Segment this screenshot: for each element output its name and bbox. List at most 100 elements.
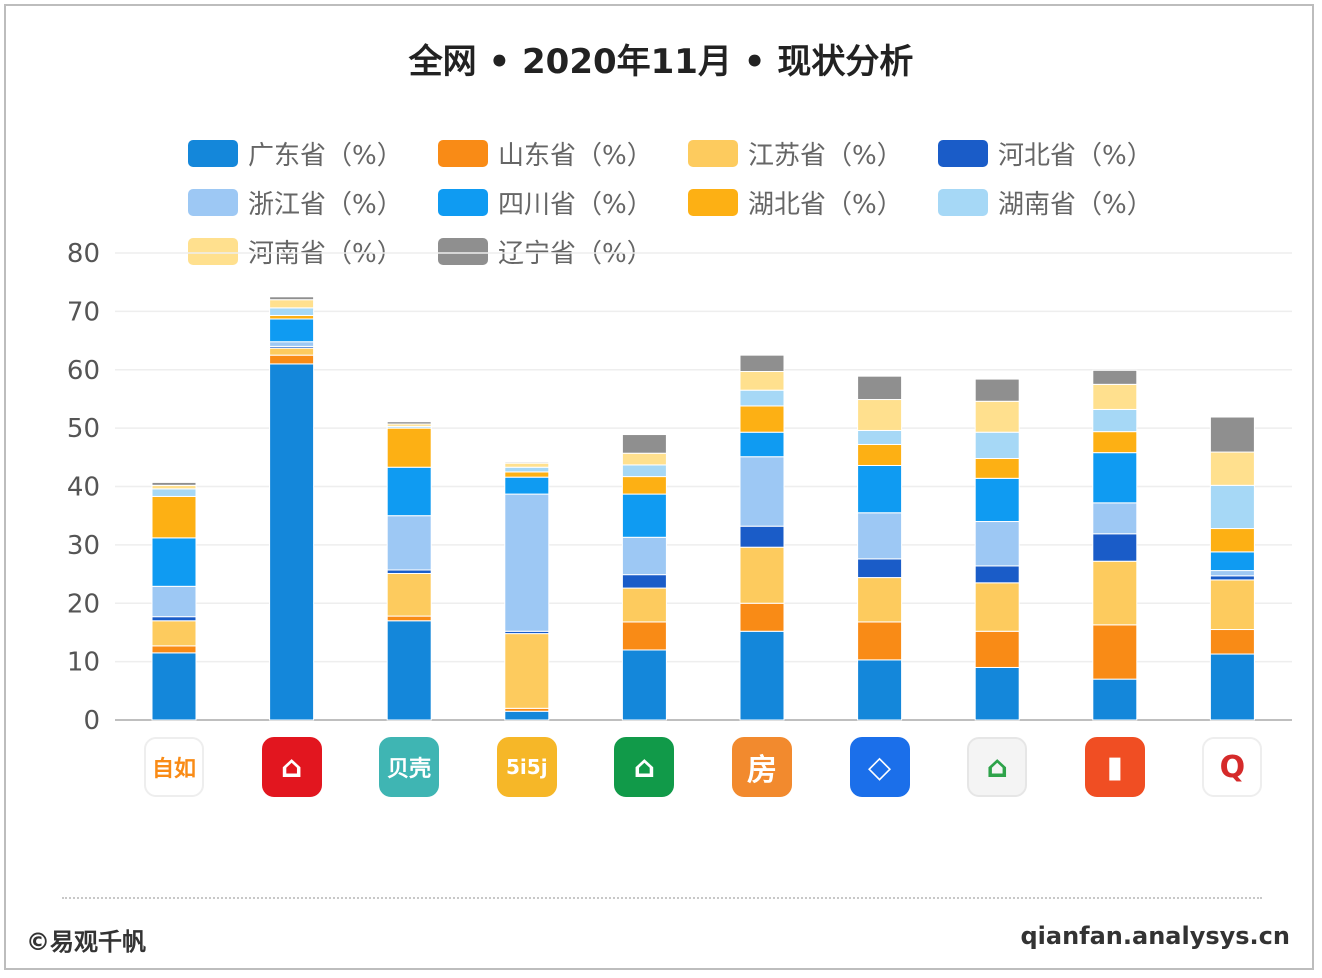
bar-segment: [857, 464, 903, 514]
bar-segment: [621, 587, 667, 623]
bar-segment: [151, 616, 197, 622]
bar-segment: [504, 462, 550, 468]
legend-label: 湖南省（%）: [998, 189, 1153, 220]
bar-segment: [151, 488, 197, 497]
ziroom-icon: 自如: [144, 737, 204, 797]
bar-segment: [151, 620, 197, 647]
legend-swatch: [188, 139, 238, 167]
y-tick-label: 10: [67, 648, 100, 678]
bar-segment: [1209, 416, 1255, 453]
bar-segment: [974, 521, 1020, 567]
bar-segment: [386, 466, 432, 517]
bar-segment: [1092, 678, 1138, 721]
bar-segment: [621, 536, 667, 576]
bar-segment: [151, 484, 197, 490]
bar-segment: [269, 318, 315, 343]
bar-segment: [504, 461, 550, 464]
bar-segment: [857, 659, 903, 721]
beike-icon: 贝壳: [379, 737, 440, 797]
zhuge-icon: Q: [1202, 737, 1263, 797]
bar-segment: [1209, 551, 1255, 572]
bar-segment: [151, 585, 197, 618]
bar-segment: [857, 621, 903, 661]
legend-label: 浙江省（%）: [248, 189, 403, 220]
bar-segment: [1209, 484, 1255, 530]
bar-segment: [1092, 624, 1138, 680]
bar-segment: [621, 574, 667, 589]
bar-segment: [857, 443, 903, 466]
bar-segment: [1209, 575, 1255, 581]
bar-segment: [1209, 570, 1255, 577]
bar-segment: [739, 456, 785, 527]
bar-segment: [739, 630, 785, 721]
bar-segment: [386, 620, 432, 721]
bar-segment: [504, 471, 550, 478]
qfang-icon: ⌂: [614, 737, 675, 797]
bar-segment: [974, 457, 1020, 479]
bar-segment: [974, 431, 1020, 459]
bar-segment: [974, 565, 1020, 584]
bar-segment: [739, 525, 785, 548]
legend-item: 湖南省（%）: [938, 185, 1153, 220]
bar-segment: [1092, 560, 1138, 626]
legend-item: 四川省（%）: [438, 185, 653, 220]
bar-segment: [974, 477, 1020, 523]
legend-item: 河北省（%）: [938, 136, 1153, 171]
bar-segment: [974, 582, 1020, 632]
legend-swatch: [938, 139, 988, 167]
bar-segment: [621, 621, 667, 651]
bar-segment: [1092, 502, 1138, 535]
bar-segment: [621, 476, 667, 495]
58-icon: ▮: [1084, 737, 1145, 797]
bar-segment: [269, 314, 315, 320]
bar-segment: [857, 512, 903, 560]
bar-segment: [739, 602, 785, 632]
bar-segment: [974, 666, 1020, 721]
footer-divider: [62, 897, 1262, 899]
y-tick-label: 80: [67, 239, 100, 269]
5i5j-icon: 5i5j: [496, 737, 557, 797]
legend-item: 浙江省（%）: [188, 185, 403, 220]
bar-segment: [857, 429, 903, 445]
bar-segment: [386, 421, 432, 425]
bar-segment: [504, 476, 550, 495]
bar-segment: [386, 572, 432, 617]
fang-icon: 房: [732, 737, 792, 797]
y-tick-label: 40: [67, 473, 100, 503]
legend-swatch: [438, 188, 488, 216]
y-tick-label: 50: [67, 414, 100, 444]
legend-item: 山东省（%）: [438, 136, 653, 171]
legend-item: 江苏省（%）: [688, 136, 903, 171]
legend-swatch: [438, 139, 488, 167]
legend-label: 四川省（%）: [498, 189, 653, 220]
bar-segment: [739, 431, 785, 458]
bar-segment: [386, 515, 432, 571]
bar-segment: [1209, 579, 1255, 631]
bar-segment: [1209, 653, 1255, 721]
bar-segment: [151, 481, 197, 486]
bar-segment: [1092, 452, 1138, 504]
bar-segment: [857, 558, 903, 579]
bar-segment: [269, 354, 315, 365]
bar-segment: [504, 633, 550, 709]
bar-segment: [1092, 408, 1138, 433]
footer-copyright: ©易观千帆: [26, 928, 146, 956]
y-tick-label: 0: [83, 706, 100, 736]
legend-swatch: [688, 188, 738, 216]
legend-label: 湖北省（%）: [748, 189, 903, 220]
bar-segment: [621, 434, 667, 454]
legend-swatch: [938, 188, 988, 216]
y-tick-label: 60: [67, 356, 100, 386]
bar-segment: [269, 299, 315, 309]
bar-segment: [1092, 383, 1138, 410]
bar-segment: [151, 652, 197, 721]
bar-segment: [151, 645, 197, 654]
bar-segment: [386, 615, 432, 622]
bar-segment: [1209, 451, 1255, 486]
bar-segment: [974, 400, 1020, 433]
legend-item: 湖北省（%）: [688, 185, 903, 220]
legend-label: 河北省（%）: [998, 140, 1153, 171]
bar-segment: [269, 363, 315, 721]
bar-segment: [739, 546, 785, 604]
